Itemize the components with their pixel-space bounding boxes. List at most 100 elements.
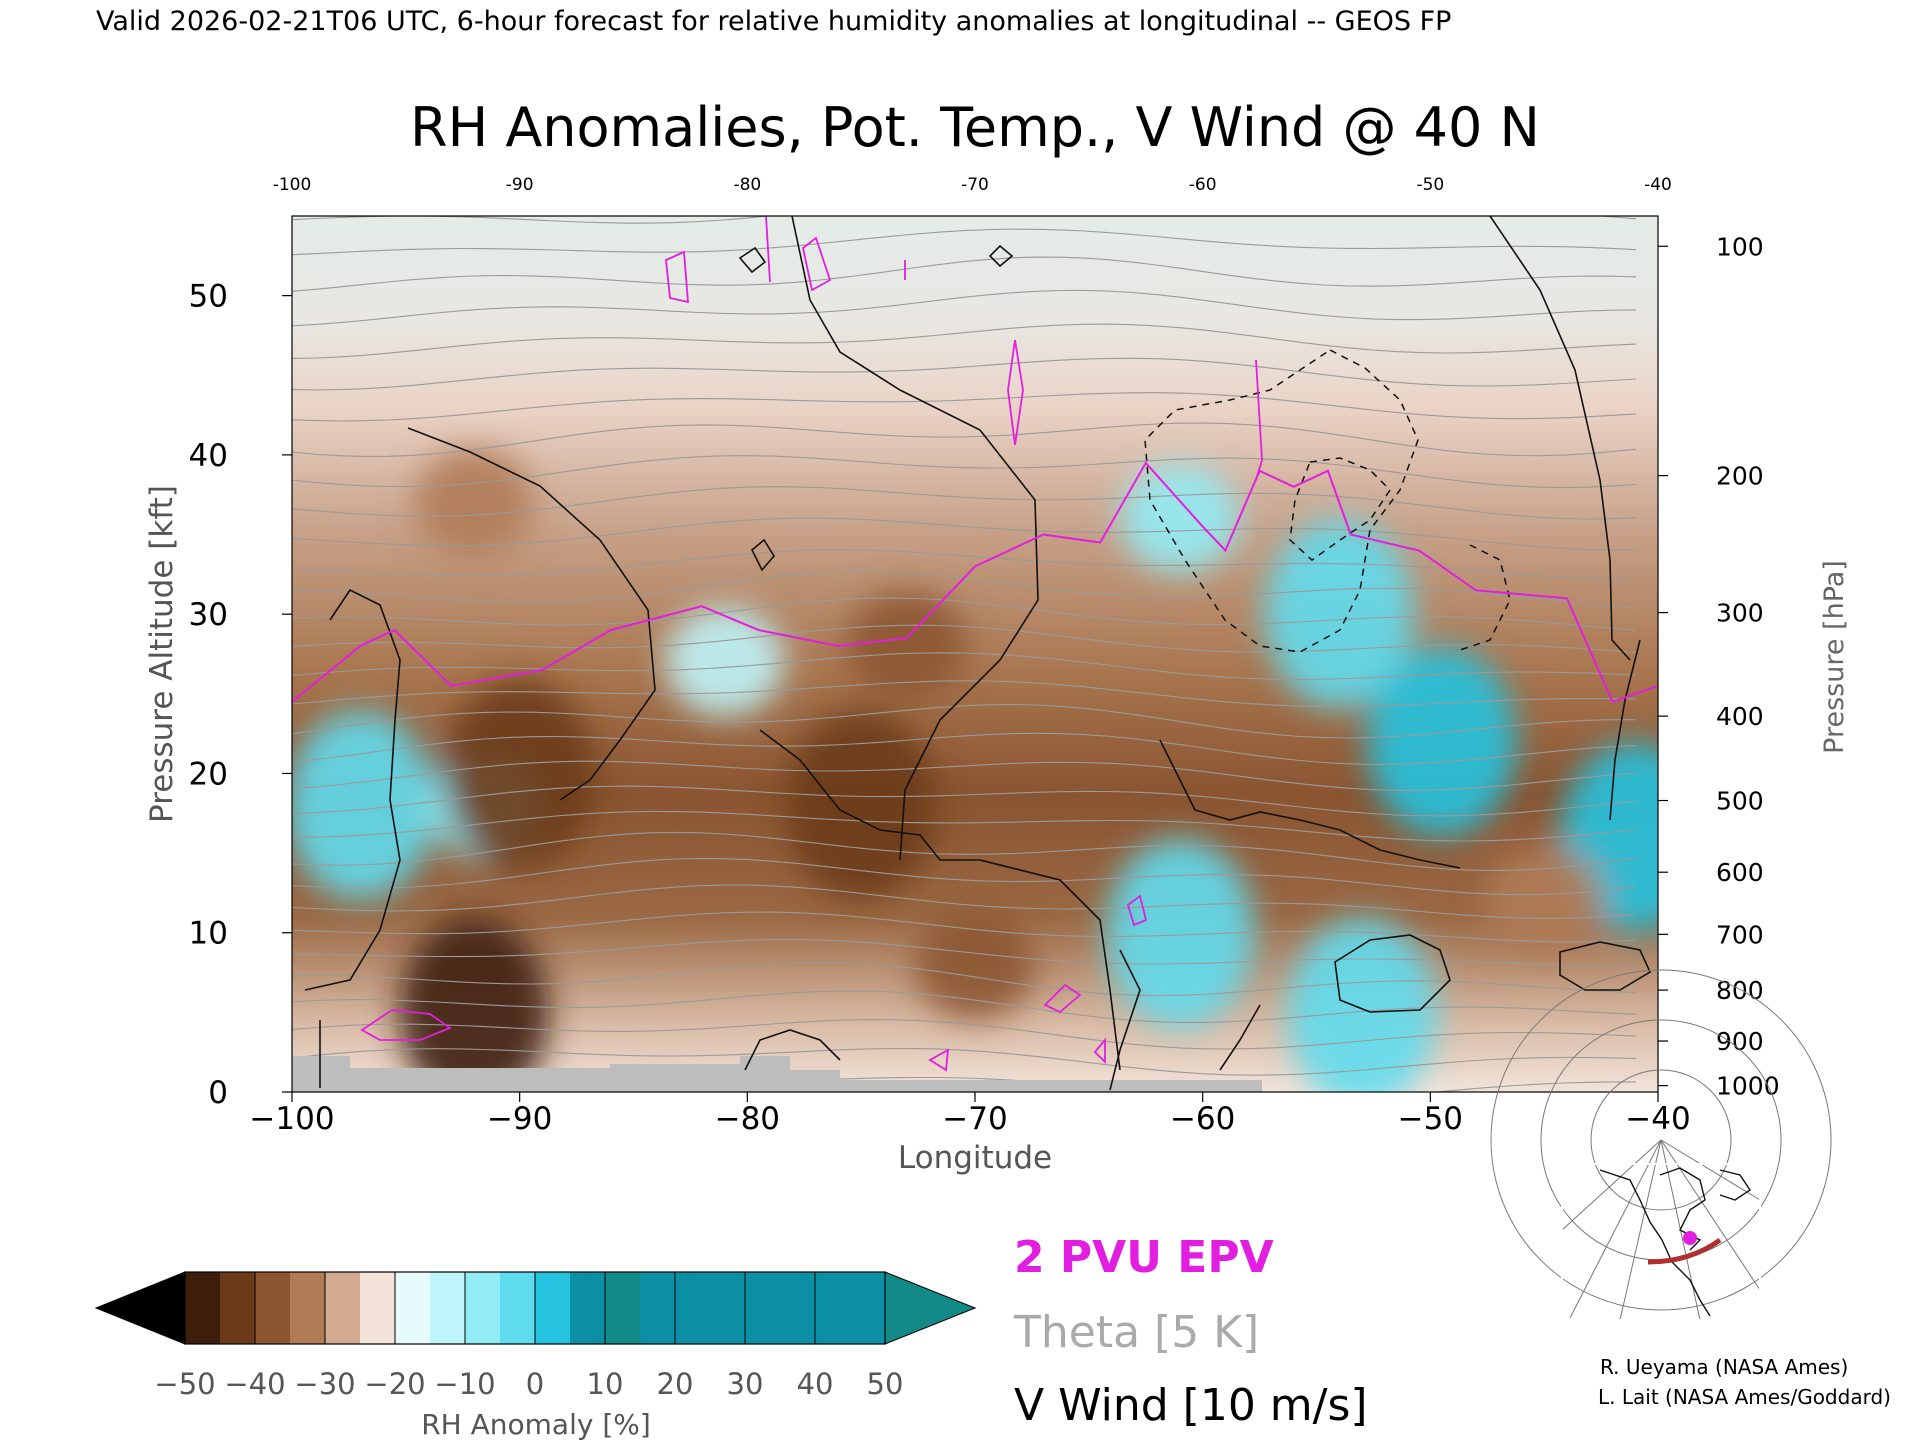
- chart-title: RH Anomalies, Pot. Temp., V Wind @ 40 N: [410, 96, 1540, 159]
- y-tick-label: 10: [189, 916, 228, 952]
- theta-line: [292, 228, 1637, 256]
- x-axis-label: Longitude: [898, 1140, 1052, 1176]
- epv-line-path: [292, 461, 1658, 704]
- rh-cell: [1119, 463, 1240, 574]
- locator-marker: [1683, 1231, 1697, 1245]
- banner-text: Valid 2026-02-21T06 UTC, 6-hour forecast…: [96, 6, 1451, 37]
- y-tick-label: 50: [189, 279, 228, 315]
- top-tick-label: -40: [1644, 175, 1672, 195]
- pressure-tick-label: 200: [1716, 462, 1764, 491]
- colorbar-tick-label: 30: [727, 1367, 764, 1401]
- colorbar-segment: [220, 1272, 256, 1344]
- colorbar-segment: [185, 1272, 221, 1344]
- rh-cell: [1366, 646, 1517, 837]
- theta-line: [292, 624, 1637, 653]
- pressure-tick-label: 1000: [1716, 1072, 1780, 1101]
- colorbar-label: RH Anomaly [%]: [421, 1408, 651, 1440]
- pressure-tick-label: 900: [1716, 1027, 1764, 1056]
- theta-line: [292, 517, 1637, 551]
- x-tick-label: −90: [487, 1101, 552, 1137]
- locator-map: [1490, 969, 1832, 1321]
- x-tick-label: −70: [942, 1101, 1007, 1137]
- theta-line: [292, 652, 1637, 681]
- theta-line: [292, 357, 1637, 391]
- legend-theta: Theta [5 K]: [1013, 1307, 1259, 1358]
- colorbar-tick-label: 40: [797, 1367, 834, 1401]
- x-tick-label: −50: [1398, 1101, 1463, 1137]
- theta-line: [292, 549, 1637, 581]
- theta-line: [292, 289, 1637, 327]
- rh-cell: [1484, 845, 1605, 956]
- pressure-tick-label: 800: [1716, 976, 1764, 1005]
- colorbar-segment: [745, 1272, 781, 1344]
- colorbar-segment: [535, 1272, 571, 1344]
- theta-line: [292, 216, 1637, 224]
- theta-line: [292, 455, 1637, 489]
- theta-line: [292, 486, 1637, 520]
- colorbar-tick-label: −30: [294, 1367, 355, 1401]
- rh-cell: [1287, 917, 1438, 1092]
- colorbar-segment: [255, 1272, 291, 1344]
- theta-line: [292, 857, 1637, 896]
- x-tick-label: −60: [1170, 1101, 1235, 1137]
- rh-cell: [292, 710, 436, 901]
- colorbar-segment: [290, 1272, 326, 1344]
- y-tick-label: 0: [208, 1075, 228, 1111]
- colorbar-segment: [570, 1272, 606, 1344]
- y-axis-label-right: Pressure [hPa]: [1819, 560, 1850, 754]
- credit-line-1: R. Ueyama (NASA Ames): [1600, 1355, 1848, 1379]
- colorbar-segment: [395, 1272, 431, 1344]
- colorbar-tick-label: 0: [526, 1367, 544, 1401]
- credit-line-2: L. Lait (NASA Ames/Goddard): [1598, 1385, 1891, 1409]
- colorbar-tick-label: 20: [657, 1367, 694, 1401]
- pressure-tick-label: 700: [1716, 920, 1764, 949]
- y-axis-label-left: Pressure Altitude [kft]: [144, 485, 180, 823]
- rh-anomaly-field: [292, 447, 1658, 1092]
- colorbar-low-arrow: [94, 1271, 186, 1345]
- colorbar: −50 −40 −30 −20 −10 0 10 20 30 40 50: [94, 1271, 977, 1401]
- colorbar-tick-label: −10: [434, 1367, 495, 1401]
- colorbar-segment: [710, 1272, 746, 1344]
- colorbar-segment: [360, 1272, 396, 1344]
- theta-line: [292, 732, 1637, 765]
- epv-small-contours: [360, 216, 1263, 1072]
- epv-2pvu-contour: [292, 461, 1658, 704]
- colorbar-high-arrow: [884, 1271, 977, 1345]
- colorbar-segment: [780, 1272, 816, 1344]
- rh-cell: [664, 606, 785, 717]
- colorbar-tick-label: −40: [224, 1367, 285, 1401]
- theta-contours: [292, 216, 1637, 1092]
- colorbar-tick-label: −20: [364, 1367, 425, 1401]
- colorbar-segment: [815, 1272, 851, 1344]
- theta-line: [292, 990, 1637, 1023]
- theta-line: [292, 703, 1636, 739]
- theta-line: [292, 422, 1637, 457]
- rh-cell: [444, 678, 595, 869]
- pressure-tick-label: 100: [1716, 232, 1764, 261]
- colorbar-segment: [500, 1272, 536, 1344]
- rh-cell: [915, 909, 1035, 1020]
- legend-epv: 2 PVU EPV: [1014, 1232, 1274, 1283]
- colorbar-segment: [640, 1272, 676, 1344]
- vwind-contours: [304, 216, 1652, 1091]
- plot-area: [292, 216, 1658, 1092]
- theta-line: [292, 597, 1637, 631]
- theta-line: [292, 1019, 1637, 1050]
- y-tick-label: 40: [189, 438, 228, 474]
- colorbar-segment: [675, 1272, 711, 1344]
- rh-cell: [1264, 519, 1415, 710]
- colorbar-segment: [850, 1272, 886, 1344]
- colorbar-segment: [325, 1272, 361, 1344]
- theta-line: [292, 1047, 1637, 1076]
- theta-line: [292, 884, 1637, 919]
- colorbar-tick-label: 50: [867, 1367, 904, 1401]
- theta-line: [292, 810, 1637, 842]
- theta-line: [292, 831, 1637, 872]
- theta-line: [292, 392, 1637, 422]
- y-tick-label: 30: [189, 597, 228, 633]
- top-tick-label: -100: [273, 175, 312, 195]
- rh-cell: [786, 710, 937, 901]
- top-tick-label: -50: [1416, 175, 1444, 195]
- theta-line: [292, 256, 1637, 292]
